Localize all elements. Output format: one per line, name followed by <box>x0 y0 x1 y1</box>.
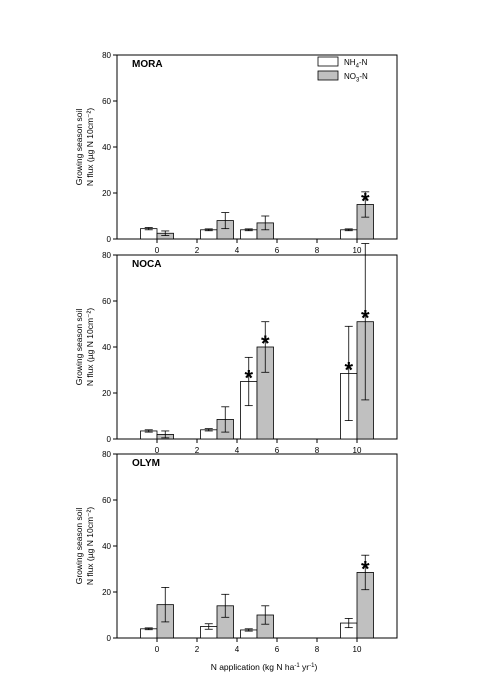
y-tick-label: 80 <box>102 251 111 260</box>
legend-swatch <box>317 70 339 81</box>
significance-marker: * <box>344 357 353 382</box>
x-tick-label: 4 <box>235 246 240 255</box>
x-tick-label: 8 <box>315 645 320 654</box>
bar-nh4 <box>240 229 258 240</box>
panel-label: OLYM <box>132 458 160 469</box>
bar-nh4 <box>140 628 158 639</box>
y-tick-label: 60 <box>102 97 111 106</box>
significance-marker: * <box>361 556 370 581</box>
x-tick-label: 2 <box>195 246 200 255</box>
y-tick-label: 20 <box>102 189 111 198</box>
x-tick-label: 6 <box>275 446 280 455</box>
panel-label: MORA <box>132 59 163 70</box>
y-tick-label: 0 <box>107 634 112 643</box>
legend: NH4-N NO3-N <box>317 56 368 84</box>
legend-label: NO3-N <box>344 72 368 84</box>
y-axis-label: N flux (µg N 10cm⁻²) <box>85 507 95 586</box>
panel-label: NOCA <box>132 259 161 270</box>
y-tick-label: 0 <box>107 235 112 244</box>
y-axis-label: Growing season soil <box>74 309 84 386</box>
y-tick-label: 80 <box>102 51 111 60</box>
x-tick-label: 8 <box>315 446 320 455</box>
significance-marker: * <box>244 366 253 391</box>
x-tick-label: 0 <box>155 246 160 255</box>
x-tick-label: 4 <box>235 645 240 654</box>
x-tick-label: 10 <box>353 246 362 255</box>
y-tick-label: 40 <box>102 343 111 352</box>
x-axis-label: N application (kg N ha-1 yr-1) <box>211 662 318 672</box>
bar-nh4 <box>140 228 158 240</box>
y-tick-label: 80 <box>102 450 111 459</box>
x-tick-label: 6 <box>275 246 280 255</box>
x-tick-label: 10 <box>353 645 362 654</box>
bar-nh4 <box>200 229 218 240</box>
y-tick-label: 20 <box>102 588 111 597</box>
y-axis-label: N flux (µg N 10cm⁻²) <box>85 108 95 187</box>
y-axis-label: Growing season soil <box>74 508 84 585</box>
x-tick-label: 0 <box>155 645 160 654</box>
x-tick-label: 0 <box>155 446 160 455</box>
y-tick-label: 40 <box>102 143 111 152</box>
y-tick-label: 60 <box>102 496 111 505</box>
y-axis-label: N flux (µg N 10cm⁻²) <box>85 308 95 387</box>
y-tick-label: 0 <box>107 435 112 444</box>
x-tick-label: 4 <box>235 446 240 455</box>
y-tick-label: 60 <box>102 297 111 306</box>
bar-nh4 <box>340 229 358 240</box>
panel-frame <box>116 54 398 240</box>
y-tick-label: 40 <box>102 542 111 551</box>
y-tick-label: 20 <box>102 389 111 398</box>
x-tick-label: 2 <box>195 645 200 654</box>
x-tick-label: 10 <box>353 446 362 455</box>
panel-olym: 0 20 40 60 80 0 2 4 6 8 10 OLYM Growing season soil N… <box>74 450 398 654</box>
significance-marker: * <box>361 189 370 214</box>
legend-swatch <box>317 56 339 67</box>
significance-marker: * <box>261 331 270 356</box>
x-tick-label: 2 <box>195 446 200 455</box>
y-axis-label: Growing season soil <box>74 109 84 186</box>
significance-marker: * <box>361 306 370 331</box>
x-tick-label: 6 <box>275 645 280 654</box>
x-tick-label: 8 <box>315 246 320 255</box>
legend-label: NH4-N <box>344 58 368 70</box>
